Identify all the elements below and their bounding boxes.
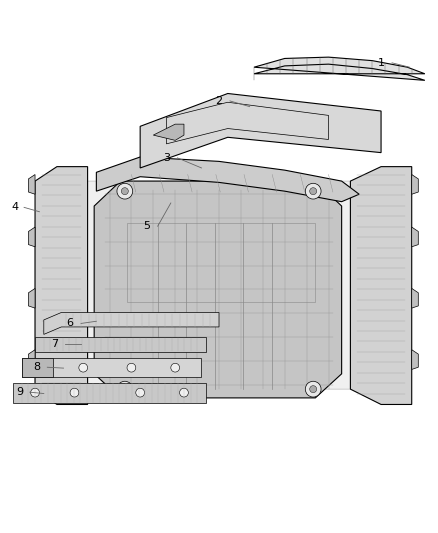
Text: 3: 3 xyxy=(163,153,170,163)
Circle shape xyxy=(305,381,321,397)
Polygon shape xyxy=(35,167,88,405)
Circle shape xyxy=(127,364,136,372)
Polygon shape xyxy=(94,181,342,398)
Circle shape xyxy=(117,381,133,397)
Circle shape xyxy=(180,388,188,397)
Polygon shape xyxy=(22,359,201,377)
Circle shape xyxy=(79,364,88,372)
Polygon shape xyxy=(13,383,206,403)
Polygon shape xyxy=(412,288,418,308)
Polygon shape xyxy=(28,227,35,247)
Polygon shape xyxy=(350,167,412,405)
Circle shape xyxy=(305,183,321,199)
Circle shape xyxy=(171,364,180,372)
Text: 5: 5 xyxy=(143,221,150,231)
Text: 1: 1 xyxy=(378,58,385,68)
Text: 4: 4 xyxy=(12,203,19,212)
Polygon shape xyxy=(153,124,184,140)
Circle shape xyxy=(70,388,79,397)
Polygon shape xyxy=(28,288,35,308)
Circle shape xyxy=(117,183,133,199)
Polygon shape xyxy=(254,57,425,80)
Circle shape xyxy=(136,388,145,397)
Polygon shape xyxy=(35,337,206,352)
Polygon shape xyxy=(140,93,381,168)
Polygon shape xyxy=(28,174,35,194)
Text: 6: 6 xyxy=(67,318,74,328)
Text: 2: 2 xyxy=(215,96,223,106)
Circle shape xyxy=(31,388,39,397)
Polygon shape xyxy=(96,157,359,201)
Text: 7: 7 xyxy=(51,340,58,350)
Text: 9: 9 xyxy=(16,387,23,397)
Circle shape xyxy=(39,364,48,372)
Polygon shape xyxy=(412,174,418,194)
Circle shape xyxy=(310,188,317,195)
Bar xyxy=(22,359,53,377)
Polygon shape xyxy=(28,350,35,369)
Polygon shape xyxy=(35,181,385,389)
Circle shape xyxy=(121,386,128,393)
Circle shape xyxy=(310,386,317,393)
Polygon shape xyxy=(412,350,418,369)
Polygon shape xyxy=(412,227,418,247)
Text: 8: 8 xyxy=(34,362,41,372)
Polygon shape xyxy=(44,312,219,334)
Circle shape xyxy=(121,188,128,195)
